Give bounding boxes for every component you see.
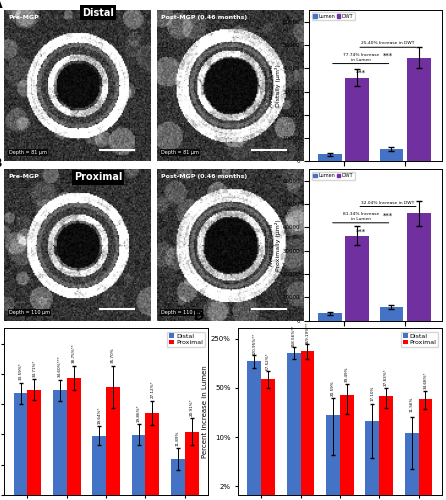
- Text: B: B: [0, 157, 2, 170]
- Text: 37.83%*: 37.83%*: [384, 368, 388, 386]
- Bar: [67, 378, 81, 495]
- Text: 19.86%*: 19.86%*: [136, 404, 140, 422]
- Text: 20.91%*: 20.91%*: [190, 398, 194, 415]
- Bar: [145, 413, 159, 495]
- Text: Distal: Distal: [82, 8, 114, 18]
- Text: 35.70%: 35.70%: [111, 348, 115, 364]
- Bar: [301, 350, 314, 500]
- Text: Post-MGP (0.46 months): Post-MGP (0.46 months): [161, 14, 248, 20]
- Text: 34.71%*: 34.71%*: [33, 360, 36, 377]
- Text: ***: ***: [355, 70, 366, 75]
- Bar: [407, 58, 430, 162]
- Bar: [318, 154, 342, 162]
- Bar: [418, 399, 432, 500]
- Legend: Distal, Proximal: Distal, Proximal: [167, 332, 205, 347]
- Text: 120.95%**: 120.95%**: [252, 332, 256, 354]
- Y-axis label: Average Area
Distally (µm²): Average Area Distally (µm²): [269, 64, 281, 107]
- Text: 17.10%: 17.10%: [370, 386, 374, 402]
- Text: ***: ***: [383, 212, 393, 218]
- Text: A: A: [0, 0, 2, 11]
- Text: 34.60%***: 34.60%***: [58, 356, 62, 377]
- Bar: [92, 436, 106, 495]
- Text: 19.64%*: 19.64%*: [97, 406, 101, 424]
- Text: 81.34% Increase
in Lumen: 81.34% Increase in Lumen: [343, 212, 379, 221]
- Text: ***: ***: [383, 53, 393, 59]
- Text: 38.75%**: 38.75%**: [72, 344, 76, 363]
- Bar: [380, 307, 403, 320]
- Text: 77.74% Increase
in Lumen: 77.74% Increase in Lumen: [343, 53, 379, 62]
- Bar: [379, 396, 393, 500]
- Text: Depth = 81 µm: Depth = 81 µm: [161, 150, 199, 156]
- Legend: Lumen, DWT: Lumen, DWT: [312, 172, 355, 179]
- Bar: [261, 378, 275, 500]
- Bar: [28, 390, 41, 495]
- Text: Pre-MGP: Pre-MGP: [9, 14, 40, 20]
- Text: Depth = 81 µm: Depth = 81 µm: [9, 150, 47, 156]
- Y-axis label: Percent Increase in Lumen: Percent Increase in Lumen: [202, 366, 208, 458]
- Text: 158.56%**: 158.56%**: [292, 324, 296, 347]
- Text: 11.89%: 11.89%: [176, 430, 180, 446]
- Bar: [345, 236, 369, 320]
- Bar: [171, 459, 185, 495]
- Y-axis label: Average Area
Proximally (µm²): Average Area Proximally (µm²): [269, 219, 281, 271]
- Text: Post-MGP (0.46 months): Post-MGP (0.46 months): [161, 174, 248, 179]
- Text: Proximal: Proximal: [74, 172, 122, 182]
- Text: D: D: [194, 310, 204, 323]
- Bar: [287, 352, 301, 500]
- Bar: [185, 432, 198, 495]
- Text: 32.04% Increase in DWT: 32.04% Increase in DWT: [361, 200, 415, 204]
- Text: Depth = 110 µm: Depth = 110 µm: [9, 310, 50, 314]
- Legend: Lumen, DWT: Lumen, DWT: [312, 12, 355, 20]
- Text: 25.40% Increase in DWT: 25.40% Increase in DWT: [361, 42, 415, 46]
- Bar: [407, 214, 430, 320]
- Text: 20.59%: 20.59%: [331, 380, 335, 396]
- Text: 34.68%*: 34.68%*: [423, 372, 427, 390]
- Bar: [326, 415, 340, 500]
- Bar: [340, 395, 354, 500]
- Text: 27.12%*: 27.12%*: [150, 380, 154, 398]
- Text: 169.19%**: 169.19%**: [306, 322, 310, 344]
- Text: Pre-MGP: Pre-MGP: [9, 174, 40, 179]
- Bar: [318, 313, 342, 320]
- Bar: [380, 149, 403, 162]
- Text: ***: ***: [355, 228, 366, 234]
- Bar: [365, 420, 379, 500]
- Text: 67.52%*: 67.52%*: [266, 352, 270, 370]
- Bar: [132, 435, 145, 495]
- Legend: Distal, Proximal: Distal, Proximal: [401, 332, 438, 347]
- Bar: [345, 78, 369, 162]
- Text: 33.59%*: 33.59%*: [19, 362, 23, 380]
- Bar: [14, 394, 28, 495]
- Text: 39.49%: 39.49%: [345, 366, 349, 382]
- Bar: [248, 361, 261, 500]
- Bar: [106, 387, 120, 495]
- Bar: [53, 390, 67, 495]
- Text: Depth = 110 µm: Depth = 110 µm: [161, 310, 202, 314]
- Text: 11.56%: 11.56%: [410, 397, 413, 412]
- Bar: [405, 432, 418, 500]
